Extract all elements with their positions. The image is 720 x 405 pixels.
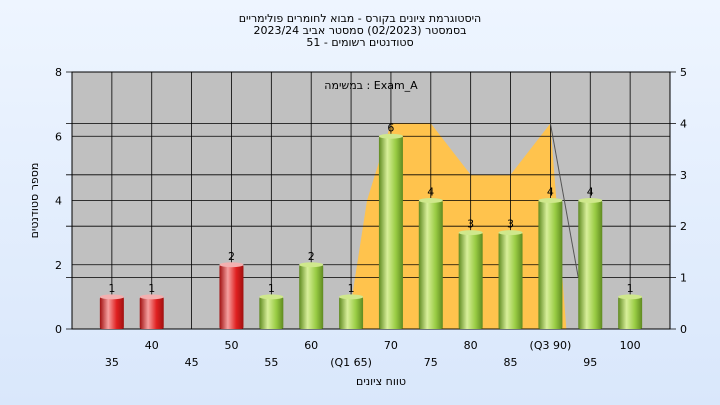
x-tick-label: 85: [504, 356, 518, 369]
y-tick-label: 0: [55, 323, 62, 336]
bar-value-label: 1: [268, 282, 275, 295]
bars: [99, 133, 643, 329]
bar-95: [578, 200, 603, 329]
bar-cap-50: [219, 262, 244, 268]
x-tick-label: 55: [264, 356, 278, 369]
y-axis-label: מספר סטודנטים: [28, 163, 41, 239]
bar-value-label: 1: [348, 282, 355, 295]
x-tick-label: 35: [105, 356, 119, 369]
x-tick-label: (Q3 90): [530, 339, 572, 352]
x-axis-label: טווח ציונים: [356, 375, 406, 388]
bar-75: [418, 200, 443, 329]
bar-cap-100: [618, 294, 643, 300]
x-tick-label: 80: [464, 339, 478, 352]
bar-value-label: 6: [387, 121, 394, 134]
title-line-2: בסמסטר (02/2023) סמסטר אביב 2023/24: [253, 24, 466, 37]
y2-tick-label: 4: [680, 117, 687, 130]
x-tick-label: 75: [424, 356, 438, 369]
bar-85: [498, 232, 523, 329]
y2-tick-label: 5: [680, 66, 687, 79]
bar-value-label: 1: [148, 282, 155, 295]
bar-cap-70: [378, 133, 403, 139]
x-tick-label: 95: [583, 356, 597, 369]
bar-cap-80: [458, 230, 483, 236]
bar-40: [139, 296, 164, 329]
y-axis-right: 0 1 2 3 4 5: [680, 66, 687, 336]
bar-60: [299, 264, 324, 329]
x-axis: 35 40 45 50 55 60 (Q1 65) 70 75 80 85 (Q3 90) 95 100: [105, 339, 641, 369]
bar-50: [219, 264, 244, 329]
y2-tick-label: 1: [680, 272, 687, 285]
x-tick-label: (Q1 65): [330, 356, 372, 369]
y-tick-label: 2: [55, 259, 62, 272]
y-tick-label: 8: [55, 66, 62, 79]
bar-value-label: 1: [108, 282, 115, 295]
bar-value-label: 2: [228, 250, 235, 263]
bar-cap-75: [418, 198, 443, 203]
y-tick-label: 6: [55, 130, 62, 143]
x-tick-label: 40: [145, 339, 159, 352]
bar-value-label: 1: [627, 282, 634, 295]
bar-value-label: 4: [547, 186, 554, 199]
bar-cap-55: [259, 294, 284, 300]
bar-cap-95: [578, 198, 603, 203]
bar-cap-90: [538, 198, 563, 203]
bar-35: [99, 296, 124, 329]
bar-value-label: 4: [587, 186, 594, 199]
x-tick-label: 50: [224, 339, 238, 352]
bar-80: [458, 232, 483, 329]
bar-cap-60: [299, 262, 324, 268]
bar-value-labels: 1 1 2 1 2 1 6 4 3 3 4 4 1: [108, 121, 633, 295]
bar-value-label: 3: [467, 218, 474, 231]
x-tick-label: 60: [304, 339, 318, 352]
bar-100: [618, 296, 643, 329]
y2-tick-label: 2: [680, 220, 687, 233]
x-tick-label: 70: [384, 339, 398, 352]
y-tick-label: 4: [55, 195, 62, 208]
chart-title: היסטוגרמת ציונים בקורס - מבוא לחומרים פו…: [239, 12, 482, 49]
y-axis-left: 0 2 4 6 8: [55, 66, 62, 336]
grid-lines: [66, 71, 676, 330]
bar-70: [378, 136, 403, 329]
bar-value-label: 3: [507, 218, 514, 231]
title-line-1: היסטוגרמת ציונים בקורס - מבוא לחומרים פו…: [239, 12, 482, 25]
x-tick-label: 45: [185, 356, 199, 369]
bar-90: [538, 200, 563, 329]
task-annotation: במשימה : Exam_A: [324, 79, 418, 92]
bar-65: [339, 296, 364, 329]
reference-line: [549, 123, 579, 278]
x-tick-label: 100: [620, 339, 641, 352]
y2-tick-label: 3: [680, 169, 687, 182]
bar-value-label: 4: [427, 186, 434, 199]
bar-cap-40: [139, 294, 164, 300]
bar-55: [259, 296, 284, 329]
bar-cap-65: [339, 294, 364, 300]
bar-value-label: 2: [308, 250, 315, 263]
y2-tick-label: 0: [680, 323, 687, 336]
bar-cap-35: [99, 294, 124, 300]
bar-cap-85: [498, 230, 523, 236]
title-line-3: 51 - סטודנטים רשומים: [306, 36, 413, 49]
